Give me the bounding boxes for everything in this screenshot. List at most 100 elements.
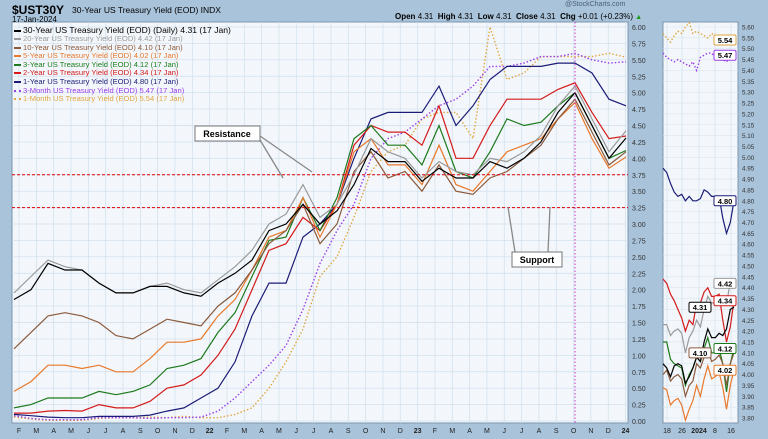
mini-y-tick-label: 4.20 xyxy=(742,329,755,336)
mini-y-tick-label: 4.70 xyxy=(742,220,755,227)
mini-series-line-0 xyxy=(662,306,735,385)
x-tick-label: M xyxy=(33,428,39,435)
low-label: Low xyxy=(477,12,494,21)
series-line-7 xyxy=(13,52,627,421)
last-value-badge xyxy=(713,34,737,46)
mini-y-tick-label: 5.10 xyxy=(742,133,755,140)
x-tick-label: M xyxy=(241,428,247,435)
y-tick-label: 6.00 xyxy=(632,25,646,32)
y-tick-label: 2.00 xyxy=(632,288,646,295)
legend-swatch-icon xyxy=(14,98,21,101)
last-value-text: 4.12 xyxy=(718,344,733,353)
mini-x-tick-label: 18 xyxy=(663,428,671,435)
mini-y-tick-label: 5.55 xyxy=(742,35,755,42)
mini-y-tick-label: 4.45 xyxy=(742,274,755,281)
mini-y-tick-label: 4.80 xyxy=(742,198,755,205)
close-value: 4.31 xyxy=(540,12,556,21)
x-tick-label: S xyxy=(138,428,143,435)
chart-date: 17-Jan-2024 xyxy=(12,15,57,24)
x-tick-label: M xyxy=(449,428,455,435)
mini-y-tick-label: 3.95 xyxy=(742,383,755,390)
legend-item: 20-Year US Treasury Yield (EOD) 4.42 (17… xyxy=(14,34,231,44)
last-value-badge xyxy=(688,347,712,359)
mini-y-tick-label: 5.20 xyxy=(742,111,755,118)
x-tick-label: O xyxy=(571,428,577,435)
x-tick-label: 22 xyxy=(206,428,214,435)
mini-y-tick-label: 4.90 xyxy=(742,177,755,184)
x-tick-label: J xyxy=(295,428,299,435)
x-tick-label: N xyxy=(380,428,385,435)
up-arrow-icon: ▲ xyxy=(635,14,643,21)
y-tick-label: 0.00 xyxy=(632,419,646,426)
y-tick-label: 4.25 xyxy=(632,140,646,147)
mini-y-tick-label: 5.40 xyxy=(742,68,755,75)
chg-label: Chg xyxy=(560,12,576,21)
x-tick-label: 23 xyxy=(414,428,422,435)
mini-y-tick-label: 4.25 xyxy=(742,318,755,325)
low-value: 4.31 xyxy=(496,12,512,21)
series-line-3 xyxy=(13,101,627,392)
last-value-badge xyxy=(713,364,737,376)
last-value-text: 4.80 xyxy=(718,197,733,206)
series-line-4 xyxy=(13,91,627,409)
legend-swatch-icon xyxy=(14,38,21,40)
mini-y-tick-label: 5.45 xyxy=(742,57,755,64)
resistance-arrow xyxy=(259,135,313,173)
x-tick-label: D xyxy=(606,428,611,435)
last-value-text: 4.02 xyxy=(718,366,733,375)
mini-y-tick-label: 5.30 xyxy=(742,90,755,97)
y-tick-label: 5.00 xyxy=(632,91,646,98)
y-tick-label: 0.75 xyxy=(632,370,646,377)
mini-y-tick-label: 4.00 xyxy=(742,372,755,379)
mini-y-tick-label: 4.65 xyxy=(742,231,755,238)
mini-y-tick-label: 3.85 xyxy=(742,405,755,412)
last-value-badge xyxy=(713,342,737,354)
mini-y-tick-label: 4.05 xyxy=(742,361,755,368)
mini-y-tick-label: 4.55 xyxy=(742,253,755,260)
y-tick-label: 4.75 xyxy=(632,107,646,114)
mini-y-tick-label: 4.15 xyxy=(742,339,755,346)
legend-text: 1-Year US Treasury Yield (EOD) 4.80 (17 … xyxy=(23,76,179,86)
last-value-text: 5.47 xyxy=(718,51,733,60)
last-value-text: 4.42 xyxy=(718,279,733,288)
legend-item: 3-Year US Treasury Yield (EOD) 4.12 (17 … xyxy=(14,59,231,70)
x-tick-label: J xyxy=(312,428,316,435)
legend-item: 10-Year US Treasury Yield (EOD) 4.10 (17… xyxy=(14,43,231,53)
legend-text: 1-Month US Treasury Yield (EOD) 5.54 (17… xyxy=(23,94,185,104)
y-tick-label: 2.25 xyxy=(632,271,646,278)
x-tick-label: A xyxy=(537,428,542,435)
legend-swatch-icon xyxy=(14,80,21,83)
mini-y-tick-label: 5.60 xyxy=(742,25,755,32)
legend-text: 3-Year US Treasury Yield (EOD) 4.12 (17 … xyxy=(23,59,179,69)
x-tick-label: J xyxy=(502,428,506,435)
support-label: Support xyxy=(520,255,555,265)
x-tick-label: O xyxy=(155,428,161,435)
x-tick-label: 24 xyxy=(622,428,630,435)
y-tick-label: 3.00 xyxy=(632,222,646,229)
x-tick-label: D xyxy=(190,428,195,435)
x-tick-label: J xyxy=(520,428,524,435)
y-tick-label: 5.50 xyxy=(632,58,646,65)
mini-y-tick-label: 3.90 xyxy=(742,394,755,401)
legend-text: 20-Year US Treasury Yield (EOD) 4.42 (17… xyxy=(23,34,183,43)
x-tick-label: A xyxy=(259,428,264,435)
mini-x-tick-label: 2024 xyxy=(691,428,707,435)
x-tick-label: J xyxy=(104,428,108,435)
legend-swatch-icon xyxy=(14,46,21,49)
y-tick-label: 2.75 xyxy=(632,238,646,245)
mini-y-tick-label: 5.35 xyxy=(742,79,755,86)
x-tick-label: M xyxy=(484,428,490,435)
mini-y-tick-label: 5.05 xyxy=(742,144,755,151)
mini-y-tick-label: 5.50 xyxy=(742,46,755,53)
mini-series-line-2 xyxy=(662,346,735,399)
mini-y-tick-label: 3.80 xyxy=(742,416,755,423)
last-value-text: 4.10 xyxy=(693,349,708,358)
mini-y-tick-label: 4.95 xyxy=(742,166,755,173)
x-tick-label: N xyxy=(172,428,177,435)
close-label: Close xyxy=(516,12,538,21)
x-tick-label: F xyxy=(433,428,437,435)
legend-swatch-icon xyxy=(14,72,21,75)
legend-text: 5-Year US Treasury Yield (EOD) 4.02 (17 … xyxy=(23,51,179,61)
mini-y-tick-label: 4.75 xyxy=(742,209,755,216)
legend-text: 2-Year US Treasury Yield (EOD) 4.34 (17 … xyxy=(23,68,179,78)
